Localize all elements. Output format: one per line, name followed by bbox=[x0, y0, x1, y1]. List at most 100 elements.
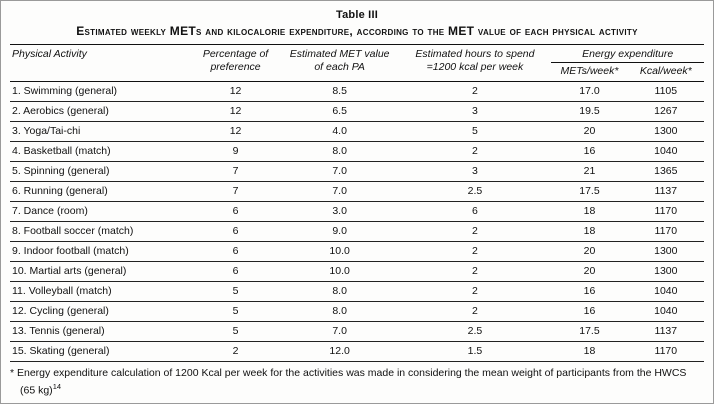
cell-kcal-week: 1300 bbox=[627, 261, 704, 282]
cell-mets-week: 20 bbox=[551, 121, 628, 142]
cell-mets-week: 19.5 bbox=[551, 101, 628, 122]
cell-activity: 1. Swimming (general) bbox=[10, 81, 191, 102]
table-row: 12. Cycling (general) 5 8.0 2 16 1040 bbox=[10, 301, 704, 322]
header-mets-week: METs/week* bbox=[551, 62, 628, 82]
cell-mets-week: 16 bbox=[551, 301, 628, 322]
header-estimated-hours: Estimated hours to spend =1200 kcal per … bbox=[398, 44, 552, 82]
cell-kcal-week: 1170 bbox=[627, 201, 704, 222]
cell-mets-week: 18 bbox=[551, 201, 628, 222]
cell-percentage: 2 bbox=[190, 341, 281, 362]
table-row: 8. Football soccer (match) 6 9.0 2 18 1170 bbox=[10, 221, 704, 242]
cell-activity: 11. Volleyball (match) bbox=[10, 281, 191, 302]
table-footnote: * Energy expenditure calculation of 1200… bbox=[10, 367, 704, 398]
cell-met-value: 12.0 bbox=[280, 341, 399, 362]
cell-activity: 15. Skating (general) bbox=[10, 341, 191, 362]
cell-met-value: 4.0 bbox=[280, 121, 399, 142]
table-body: 1. Swimming (general) 12 8.5 2 17.0 1105 2. Ae… bbox=[10, 81, 704, 362]
cell-percentage: 12 bbox=[190, 81, 281, 102]
cell-kcal-week: 1300 bbox=[627, 241, 704, 262]
cell-met-value: 8.0 bbox=[280, 281, 399, 302]
cell-met-value: 8.0 bbox=[280, 141, 399, 162]
table-number-title: Table III bbox=[336, 9, 378, 21]
cell-met-value: 7.0 bbox=[280, 161, 399, 182]
cell-activity: 10. Martial arts (general) bbox=[10, 261, 191, 282]
cell-percentage: 5 bbox=[190, 321, 281, 342]
cell-kcal-week: 1040 bbox=[627, 301, 704, 322]
cell-percentage: 12 bbox=[190, 121, 281, 142]
cell-met-value: 8.5 bbox=[280, 81, 399, 102]
cell-activity: 6. Running (general) bbox=[10, 181, 191, 202]
cell-mets-week: 18 bbox=[551, 221, 628, 242]
header-met-value: Estimated MET value of each PA bbox=[280, 44, 399, 82]
table-row: 4. Basketball (match) 9 8.0 2 16 1040 bbox=[10, 141, 704, 162]
cell-met-value: 7.0 bbox=[280, 321, 399, 342]
cell-mets-week: 17.0 bbox=[551, 81, 628, 102]
cell-hours: 6 bbox=[398, 201, 552, 222]
cell-percentage: 7 bbox=[190, 181, 281, 202]
cell-kcal-week: 1300 bbox=[627, 121, 704, 142]
cell-hours: 2 bbox=[398, 141, 552, 162]
cell-activity: 2. Aerobics (general) bbox=[10, 101, 191, 122]
table-row: 2. Aerobics (general) 12 6.5 3 19.5 1267 bbox=[10, 101, 704, 122]
header-percentage-preference: Percentage of preference bbox=[190, 44, 281, 82]
cell-mets-week: 20 bbox=[551, 261, 628, 282]
cell-hours: 2 bbox=[398, 261, 552, 282]
cell-mets-week: 20 bbox=[551, 241, 628, 262]
header-physical-activity: Physical Activity bbox=[10, 44, 191, 82]
cell-mets-week: 18 bbox=[551, 341, 628, 362]
cell-hours: 5 bbox=[398, 121, 552, 142]
table-row: 3. Yoga/Tai-chi 12 4.0 5 20 1300 bbox=[10, 121, 704, 142]
cell-mets-week: 16 bbox=[551, 281, 628, 302]
cell-mets-week: 21 bbox=[551, 161, 628, 182]
cell-percentage: 6 bbox=[190, 221, 281, 242]
cell-hours: 3 bbox=[398, 101, 552, 122]
cell-kcal-week: 1040 bbox=[627, 141, 704, 162]
cell-hours: 1.5 bbox=[398, 341, 552, 362]
cell-kcal-week: 1365 bbox=[627, 161, 704, 182]
cell-percentage: 9 bbox=[190, 141, 281, 162]
mets-expenditure-table: Physical Activity Percentage of preferen… bbox=[10, 44, 704, 362]
footnote-text: * Energy expenditure calculation of 1200… bbox=[10, 367, 687, 397]
cell-activity: 9. Indoor football (match) bbox=[10, 241, 191, 262]
cell-percentage: 5 bbox=[190, 301, 281, 322]
cell-percentage: 6 bbox=[190, 201, 281, 222]
cell-kcal-week: 1267 bbox=[627, 101, 704, 122]
cell-kcal-week: 1137 bbox=[627, 181, 704, 202]
cell-met-value: 9.0 bbox=[280, 221, 399, 242]
table-header: Physical Activity Percentage of preferen… bbox=[10, 44, 704, 82]
cell-hours: 2 bbox=[398, 241, 552, 262]
table-row: 15. Skating (general) 2 12.0 1.5 18 1170 bbox=[10, 341, 704, 362]
cell-met-value: 7.0 bbox=[280, 181, 399, 202]
cell-hours: 2 bbox=[398, 301, 552, 322]
cell-met-value: 10.0 bbox=[280, 261, 399, 282]
cell-activity: 12. Cycling (general) bbox=[10, 301, 191, 322]
header-energy-expenditure-group: Energy expenditure bbox=[551, 44, 704, 63]
cell-met-value: 10.0 bbox=[280, 241, 399, 262]
table-row: 1. Swimming (general) 12 8.5 2 17.0 1105 bbox=[10, 81, 704, 102]
cell-percentage: 7 bbox=[190, 161, 281, 182]
cell-activity: 13. Tennis (general) bbox=[10, 321, 191, 342]
cell-hours: 2 bbox=[398, 281, 552, 302]
table-caption: Estimated weekly METs and kilocalorie ex… bbox=[76, 24, 638, 38]
table-row: 11. Volleyball (match) 5 8.0 2 16 1040 bbox=[10, 281, 704, 302]
cell-hours: 2.5 bbox=[398, 181, 552, 202]
cell-percentage: 6 bbox=[190, 261, 281, 282]
table-row: 13. Tennis (general) 5 7.0 2.5 17.5 1137 bbox=[10, 321, 704, 342]
cell-activity: 7. Dance (room) bbox=[10, 201, 191, 222]
cell-kcal-week: 1040 bbox=[627, 281, 704, 302]
cell-hours: 2 bbox=[398, 81, 552, 102]
cell-kcal-week: 1105 bbox=[627, 81, 704, 102]
cell-activity: 3. Yoga/Tai-chi bbox=[10, 121, 191, 142]
table-row: 7. Dance (room) 6 3.0 6 18 1170 bbox=[10, 201, 704, 222]
cell-activity: 8. Football soccer (match) bbox=[10, 221, 191, 242]
cell-percentage: 12 bbox=[190, 101, 281, 122]
cell-met-value: 6.5 bbox=[280, 101, 399, 122]
cell-activity: 4. Basketball (match) bbox=[10, 141, 191, 162]
cell-mets-week: 17.5 bbox=[551, 181, 628, 202]
cell-hours: 2 bbox=[398, 221, 552, 242]
cell-percentage: 5 bbox=[190, 281, 281, 302]
table-row: 6. Running (general) 7 7.0 2.5 17.5 1137 bbox=[10, 181, 704, 202]
table-row: 9. Indoor football (match) 6 10.0 2 20 1300 bbox=[10, 241, 704, 262]
cell-mets-week: 17.5 bbox=[551, 321, 628, 342]
